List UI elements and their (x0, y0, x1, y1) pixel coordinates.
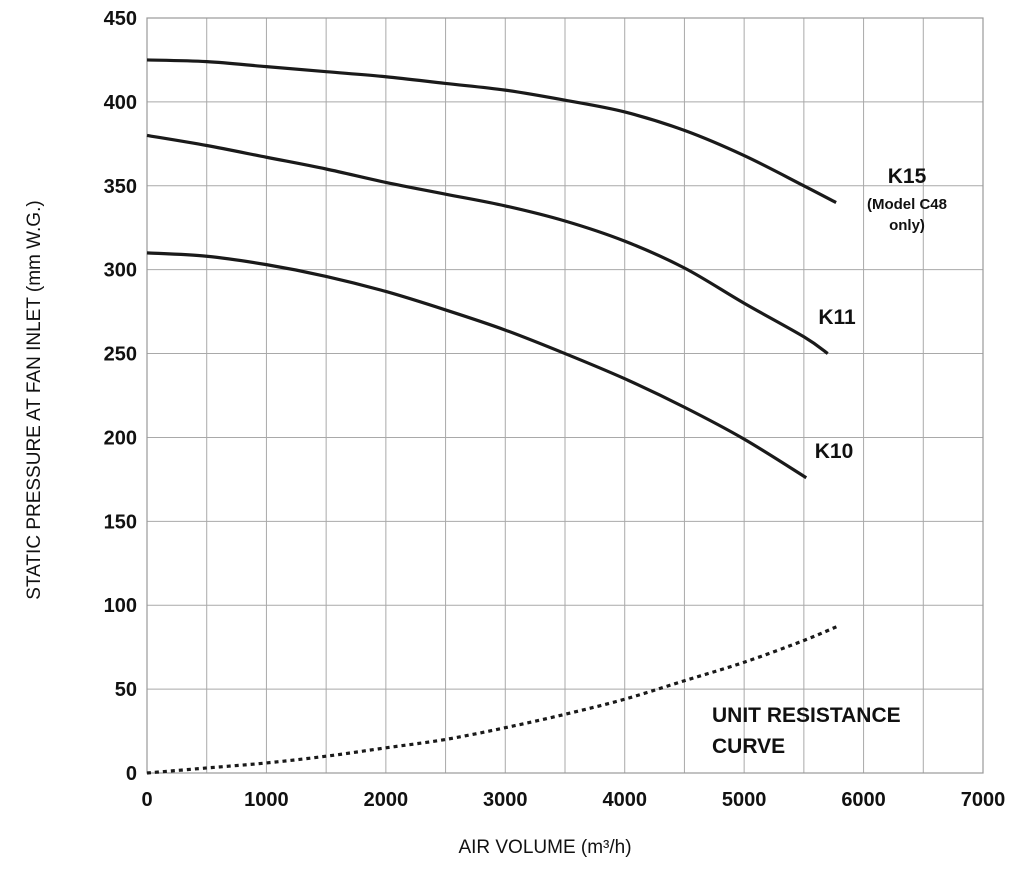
x-tick-label: 6000 (841, 789, 886, 811)
y-axis-title: STATIC PRESSURE AT FAN INLET (mm W.G.) (24, 200, 45, 599)
grid-lines (147, 18, 983, 773)
y-tick-label: 0 (126, 763, 137, 785)
series-line-k10 (146, 251, 808, 480)
y-tick-label: 350 (104, 176, 137, 198)
x-axis-title: AIR VOLUME (m³/h) (458, 837, 631, 858)
plot-frame (146, 17, 984, 774)
x-tick-label: 1000 (244, 789, 289, 811)
x-tick-label: 3000 (483, 789, 528, 811)
series-label-k11: K11 (818, 306, 856, 329)
y-tick-label: 50 (115, 679, 137, 701)
y-tick-label: 200 (104, 427, 137, 449)
y-tick-label: 100 (104, 595, 137, 617)
y-tick-label: 450 (104, 8, 137, 30)
series-line-k11 (146, 133, 829, 355)
series-line-k15 (146, 58, 837, 204)
series-lines (146, 58, 841, 775)
series-label-unit-resistance-line1: UNIT RESISTANCE (712, 704, 901, 727)
series-line-unit-resistance (146, 623, 841, 775)
series-label-k10: K10 (815, 440, 854, 463)
x-tick-label: 5000 (722, 789, 767, 811)
series-label-unit-resistance-line2: CURVE (712, 735, 785, 758)
y-tick-label: 400 (104, 92, 137, 114)
y-axis-tick-labels: 0 50 100 150 200 250 300 350 400 450 (104, 8, 137, 785)
series-labels: K15 (Model C48 only) K11 K10 UNIT RESISTANCE C… (712, 165, 947, 758)
plot-border (146, 17, 984, 774)
y-tick-label: 300 (104, 260, 137, 282)
series-note-k15-line1: (Model C48 (867, 196, 947, 213)
x-tick-label: 4000 (602, 789, 647, 811)
series-label-k15: K15 (888, 165, 927, 188)
x-axis-tick-labels: 0 1000 2000 3000 4000 5000 6000 7000 (141, 789, 1005, 811)
x-tick-label: 0 (141, 789, 152, 811)
y-tick-label: 150 (104, 511, 137, 533)
x-tick-label: 2000 (364, 789, 409, 811)
y-tick-label: 250 (104, 344, 137, 366)
x-tick-label: 7000 (961, 789, 1006, 811)
series-note-k15-line2: only) (889, 217, 925, 234)
